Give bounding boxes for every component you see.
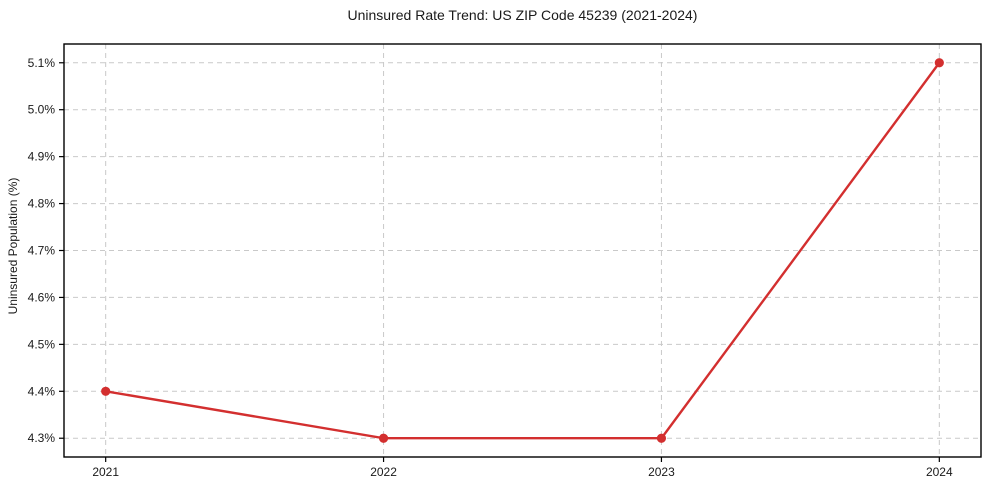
x-tick-label: 2023	[648, 465, 675, 479]
y-tick-label: 4.3%	[28, 431, 56, 445]
y-tick-label: 5.0%	[28, 103, 56, 117]
x-tick-label: 2024	[926, 465, 953, 479]
y-tick-label: 4.7%	[28, 244, 56, 258]
trend-line	[104, 61, 941, 440]
x-tick-label: 2022	[370, 465, 397, 479]
plot-border	[63, 43, 982, 458]
y-tick-label: 4.9%	[28, 150, 56, 164]
chart-title: Uninsured Rate Trend: US ZIP Code 45239 …	[347, 7, 698, 23]
data-point	[656, 433, 667, 443]
y-tick-label: 5.1%	[28, 56, 56, 70]
y-tick-label: 4.6%	[28, 290, 56, 304]
y-tick-label: 4.8%	[28, 197, 56, 211]
data-point	[101, 386, 111, 396]
data-point	[934, 58, 944, 68]
x-tick-label: 2021	[92, 465, 119, 479]
y-tick-label: 4.5%	[28, 337, 56, 351]
data-point	[378, 433, 389, 443]
y-tick-label: 4.4%	[28, 384, 56, 398]
